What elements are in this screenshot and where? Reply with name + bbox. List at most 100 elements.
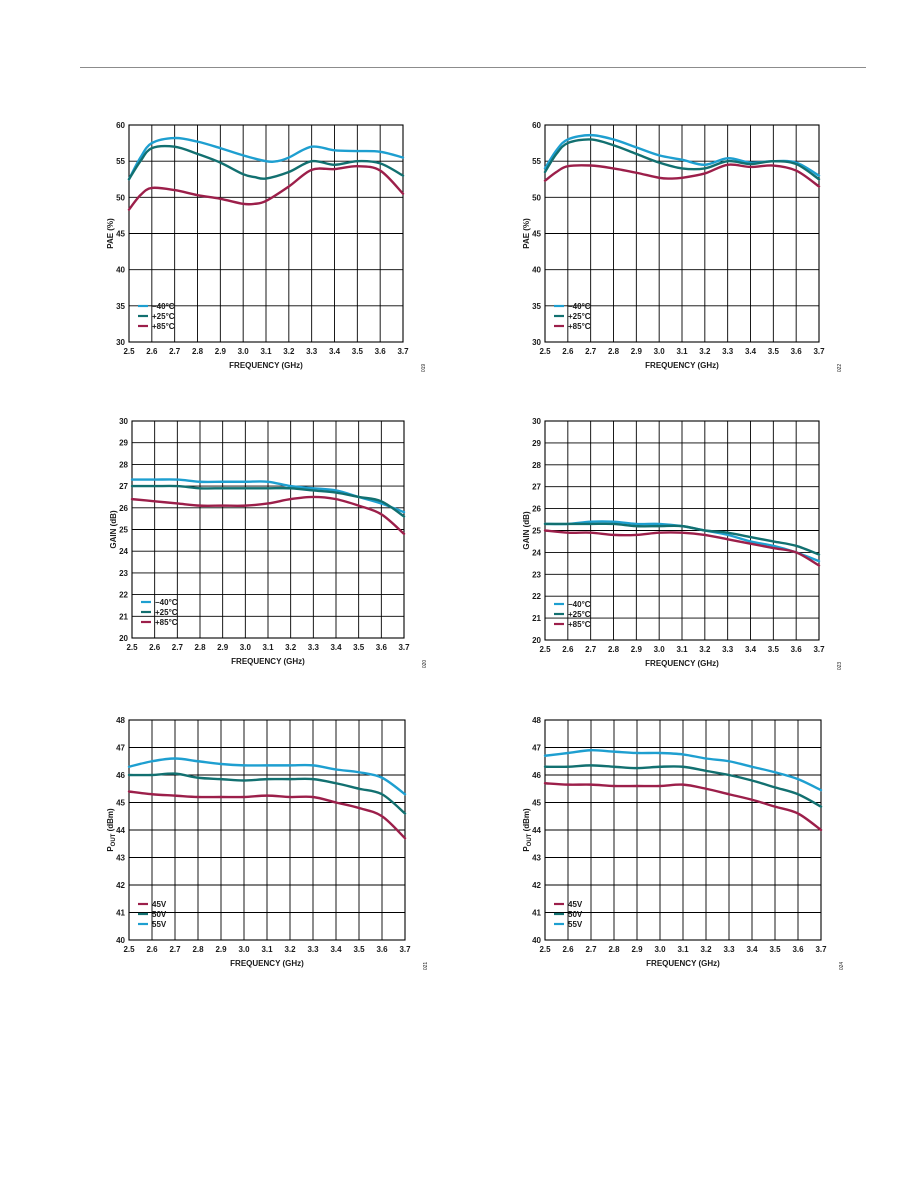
y-axis-label: GAIN (dB): [109, 510, 118, 549]
y-tick-label: 27: [532, 483, 541, 492]
y-tick-label: 22: [119, 591, 128, 600]
chart-5: 2.5 2.6 2.7 2.8 2.9 3.0 3.1 3.2 3.3 3.4 3.5 3.6 3.7 4…: [106, 716, 429, 970]
x-tick-label: 3.0: [238, 945, 250, 954]
legend-label: 45V: [568, 900, 583, 909]
x-tick-label: 2.5: [539, 945, 551, 954]
series-line: [543, 749, 823, 792]
y-tick-label: 27: [119, 482, 128, 491]
x-tick-label: 2.7: [585, 945, 597, 954]
x-tick-label: 2.7: [172, 643, 184, 652]
chart-1: 2.5 2.6 2.7 2.8 2.9 3.0 3.1 3.2 3.3 3.4 3.5 3.6 3.7 3…: [106, 121, 427, 372]
x-tick-label: 3.1: [676, 347, 688, 356]
y-tick-label: 45: [116, 230, 125, 239]
x-tick-label: 2.6: [562, 645, 574, 654]
x-tick-label: 3.1: [677, 945, 689, 954]
x-tick-label: 3.4: [330, 945, 342, 954]
figure-id: 019: [421, 364, 427, 373]
y-tick-label: 35: [116, 302, 125, 311]
x-tick-label: 3.1: [261, 945, 273, 954]
x-tick-label: 3.2: [699, 347, 711, 356]
x-tick-label: 2.8: [192, 945, 204, 954]
chart-4: 2.5 2.6 2.7 2.8 2.9 3.0 3.1 3.2 3.3 3.4 3.5 3.6 3.7 2…: [522, 417, 843, 670]
x-tick-label: 2.9: [215, 347, 227, 356]
series-line: [127, 144, 405, 181]
legend-label: −40°C: [155, 598, 178, 607]
y-tick-label: 22: [532, 592, 541, 601]
x-tick-label: 3.3: [723, 945, 735, 954]
x-tick-label: 3.7: [399, 945, 411, 954]
x-tick-label: 3.5: [769, 945, 781, 954]
x-tick-label: 3.2: [700, 945, 712, 954]
y-tick-label: 26: [119, 504, 128, 513]
x-tick-label: 2.7: [169, 347, 181, 356]
x-tick-label: 3.1: [262, 643, 274, 652]
y-tick-label: 40: [116, 266, 125, 275]
legend-label: −40°C: [568, 600, 591, 609]
series-line: [543, 522, 821, 556]
x-tick-label: 3.3: [722, 645, 734, 654]
y-tick-label: 30: [119, 417, 128, 426]
x-tick-label: 3.5: [768, 645, 780, 654]
y-tick-label: 47: [532, 744, 541, 753]
legend-label: −40°C: [152, 302, 175, 311]
y-tick-label: 20: [532, 636, 541, 645]
series-line: [127, 757, 407, 796]
x-tick-label: 2.8: [608, 945, 620, 954]
legend-label: +85°C: [568, 620, 591, 629]
x-tick-label: 2.8: [192, 347, 204, 356]
x-tick-label: 3.6: [376, 643, 388, 652]
legend-label: +25°C: [152, 312, 175, 321]
series-line: [127, 136, 405, 181]
x-tick-label: 2.6: [146, 347, 158, 356]
x-axis-label: FREQUENCY (GHz): [645, 361, 719, 370]
x-tick-label: 2.7: [585, 347, 597, 356]
x-tick-label: 3.6: [376, 945, 388, 954]
series-line: [543, 163, 821, 188]
x-tick-label: 2.5: [126, 643, 138, 652]
y-tick-label: 40: [116, 936, 125, 945]
figure-id: 020: [422, 660, 428, 669]
x-tick-label: 2.7: [169, 945, 181, 954]
legend-label: −40°C: [568, 302, 591, 311]
x-tick-label: 3.7: [813, 645, 825, 654]
y-tick-label: 42: [532, 881, 541, 890]
legend-label: +85°C: [155, 618, 178, 627]
x-tick-label: 3.7: [813, 347, 825, 356]
x-tick-label: 3.0: [238, 347, 250, 356]
y-tick-label: 43: [532, 854, 541, 863]
x-tick-label: 3.7: [815, 945, 827, 954]
legend-label: 55V: [568, 920, 583, 929]
x-tick-label: 3.2: [284, 945, 296, 954]
x-tick-label: 3.6: [791, 645, 803, 654]
y-tick-label: 29: [119, 439, 128, 448]
y-tick-label: 25: [532, 527, 541, 536]
x-tick-label: 3.3: [307, 945, 319, 954]
series-line: [127, 165, 405, 211]
plot-frame: [128, 719, 406, 941]
y-axis-label: POUT (dBm): [106, 808, 117, 852]
x-tick-label: 2.5: [123, 945, 135, 954]
y-tick-label: 30: [532, 338, 541, 347]
chart-3: 2.5 2.6 2.7 2.8 2.9 3.0 3.1 3.2 3.3 3.4 3.5 3.6 3.7 2…: [109, 417, 428, 668]
y-tick-label: 44: [532, 826, 541, 835]
chart-2: 2.5 2.6 2.7 2.8 2.9 3.0 3.1 3.2 3.3 3.4 3.5 3.6 3.7 3…: [522, 121, 843, 372]
x-tick-label: 3.4: [746, 945, 758, 954]
series-line: [543, 782, 823, 832]
y-tick-label: 48: [116, 716, 125, 725]
series-line: [130, 484, 406, 518]
plot-frame: [544, 124, 820, 343]
x-tick-label: 3.3: [306, 347, 318, 356]
x-tick-label: 2.6: [146, 945, 158, 954]
y-tick-label: 21: [119, 612, 128, 621]
y-axis-label: PAE (%): [522, 218, 531, 249]
x-axis-label: FREQUENCY (GHz): [231, 657, 305, 666]
y-tick-label: 25: [119, 526, 128, 535]
y-tick-label: 43: [116, 854, 125, 863]
x-tick-label: 3.2: [283, 347, 295, 356]
plot-frame: [128, 124, 404, 343]
y-tick-label: 30: [116, 338, 125, 347]
x-tick-label: 3.7: [398, 643, 410, 652]
y-tick-label: 44: [116, 826, 125, 835]
y-tick-label: 35: [532, 302, 541, 311]
